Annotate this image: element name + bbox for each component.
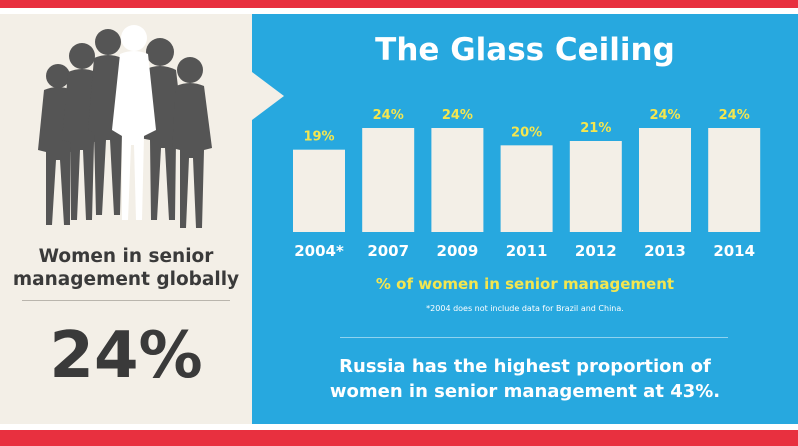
value-label-2013: 24% (649, 108, 680, 123)
bar-2004* (293, 149, 345, 232)
global-percentage-value: 24% (49, 319, 203, 393)
russia-fact-line-2: women in senior management at 43%. (329, 381, 721, 402)
bar-2011 (500, 145, 553, 232)
bar-2014 (708, 128, 761, 232)
global-caption-line-1: Women in senior (38, 246, 214, 267)
russia-fact-line-1: Russia has the highest proportion of (339, 356, 711, 377)
bottom-red-stripe (0, 430, 798, 446)
top-white-stripe (0, 8, 798, 14)
tick-label-2014: 2014 (713, 242, 755, 260)
value-label-2014: 24% (719, 108, 750, 123)
tick-label-2004*: 2004* (294, 242, 344, 260)
bar-chart: 19% 2004* 24% 2007 24% 2009 20% 2011 21% 2012 24% 2… (293, 108, 761, 260)
right-divider (340, 337, 728, 338)
value-label-2012: 21% (580, 121, 611, 136)
chart-title: The Glass Ceiling (375, 32, 675, 68)
value-label-2007: 24% (373, 108, 404, 123)
chart-footnote: *2004 does not include data for Brazil a… (426, 304, 624, 313)
chart-x-axis-label: % of women in senior management (375, 275, 675, 293)
tick-label-2012: 2012 (575, 242, 617, 260)
value-label-2011: 20% (511, 125, 542, 140)
left-divider (22, 300, 230, 301)
top-red-stripe (0, 0, 798, 8)
global-caption-line-2: management globally (12, 269, 240, 290)
bar-2012 (569, 141, 622, 232)
women-silhouettes-icon (38, 25, 212, 228)
bottom-white-stripe (0, 424, 798, 430)
tick-label-2009: 2009 (437, 242, 479, 260)
callout-pointer (252, 72, 284, 120)
bar-2009 (431, 128, 484, 232)
value-label-2004*: 19% (303, 130, 334, 145)
tick-label-2011: 2011 (506, 242, 548, 260)
bar-2013 (639, 128, 691, 232)
value-label-2009: 24% (442, 108, 473, 123)
tick-label-2007: 2007 (367, 242, 409, 260)
bar-2007 (362, 128, 415, 232)
tick-label-2013: 2013 (644, 242, 686, 260)
